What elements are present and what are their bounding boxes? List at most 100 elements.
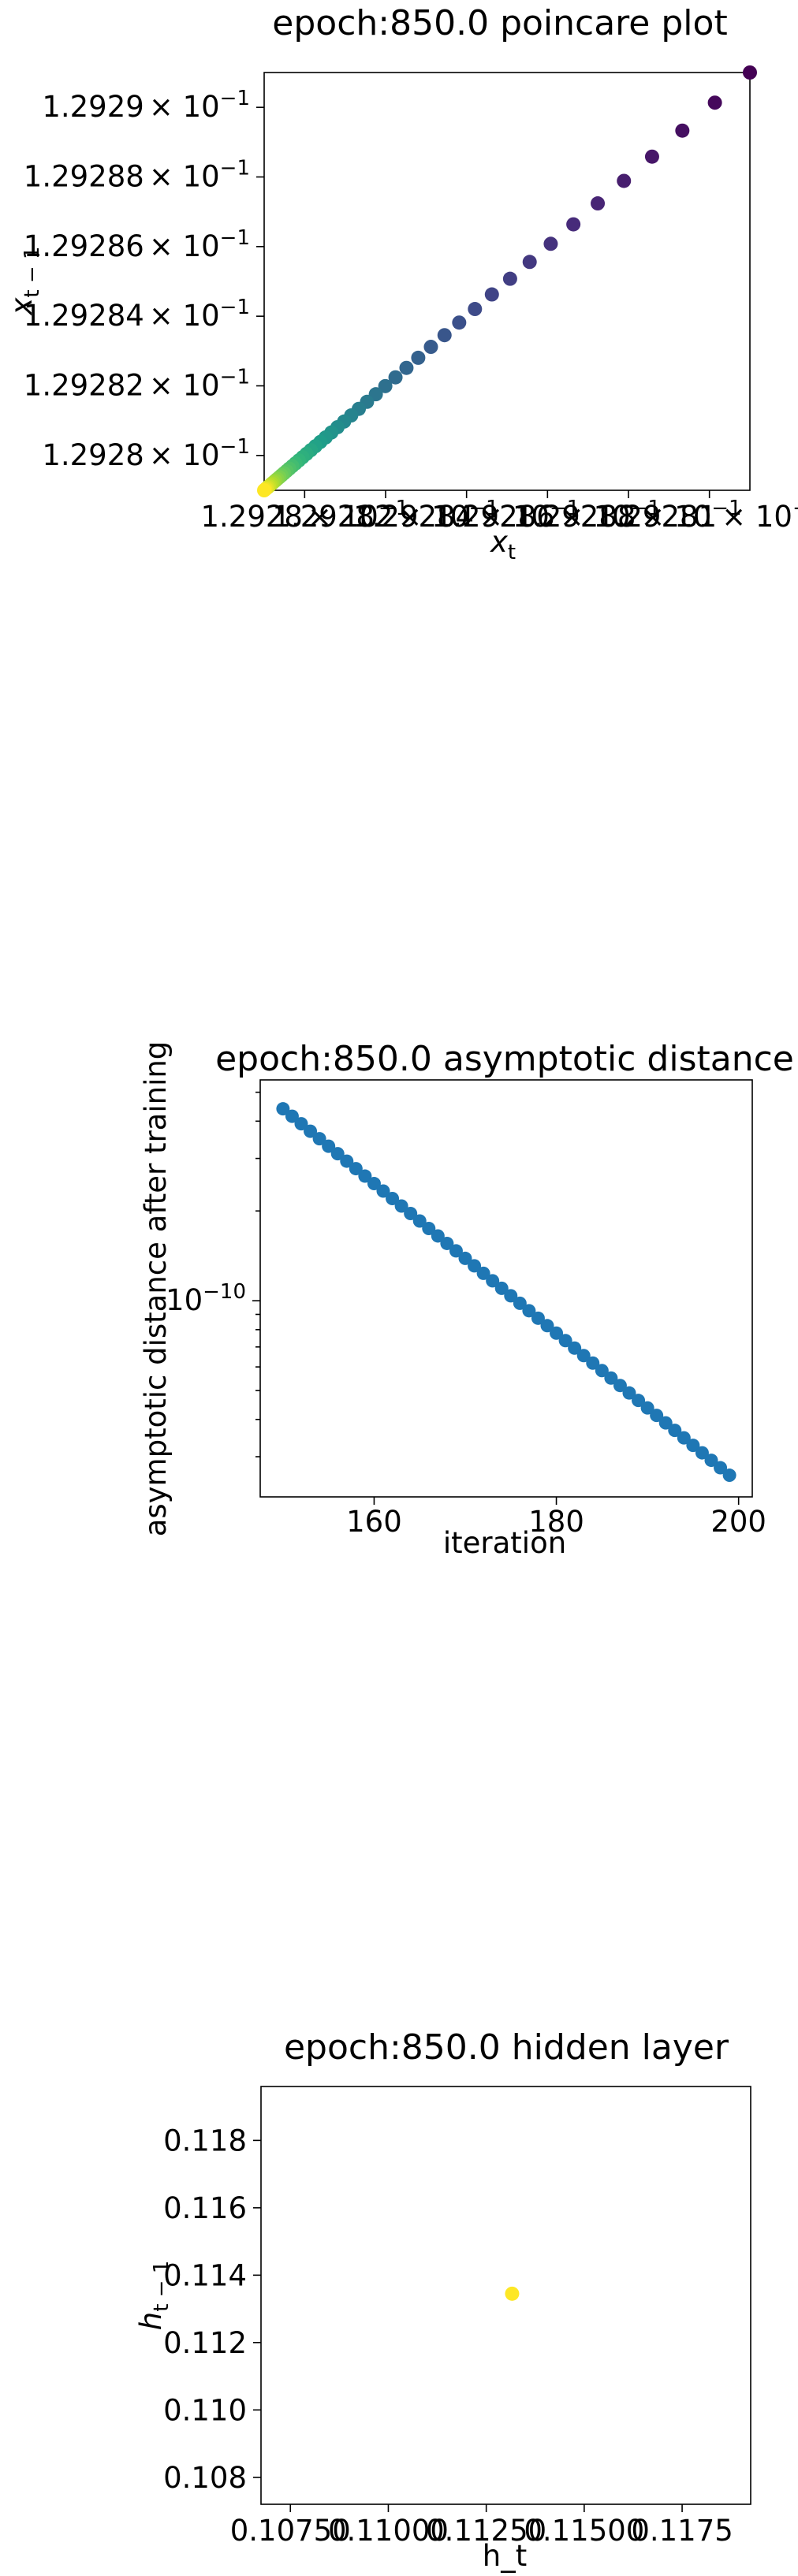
x-tick-label: 0.11500 (524, 2514, 644, 2548)
data-point (650, 1409, 664, 1423)
data-point (617, 173, 632, 188)
data-point (304, 1124, 318, 1138)
data-point (386, 1192, 400, 1206)
data-point (322, 1139, 336, 1153)
data-point (388, 370, 403, 385)
data-point (513, 1296, 527, 1310)
svg-text:xt: xt (490, 525, 516, 564)
x-axis-label: iteration (443, 1526, 566, 1560)
data-point (257, 483, 271, 497)
data-point (707, 95, 722, 110)
y-tick-label: 0.114 (163, 2258, 247, 2292)
data-point (613, 1379, 627, 1393)
chart-title: epoch:850.0 poincare plot (272, 3, 727, 43)
data-point (640, 1401, 654, 1415)
x-tick-label: 0.11000 (328, 2514, 449, 2548)
poincare-chart: epoch:850.0 poincare plot xt xt − 1 1.29… (5, 3, 798, 564)
data-point (484, 287, 499, 302)
data-point (704, 1454, 718, 1468)
data-point (591, 196, 606, 211)
data-point (675, 123, 690, 138)
data-point (686, 1439, 700, 1453)
x-tick-label: 0.1175 (631, 2514, 733, 2548)
plot-frame (263, 72, 751, 491)
y-tick-label: 0.116 (163, 2191, 247, 2225)
data-point (568, 1341, 582, 1355)
plot-frame (259, 1079, 753, 1498)
data-point (437, 328, 452, 343)
y-axis-label: ht − 1 (134, 2261, 173, 2331)
y-tick-label: 0.112 (163, 2326, 247, 2360)
data-point (658, 1416, 673, 1430)
y-tick-label: 0.110 (163, 2393, 247, 2427)
data-point (449, 1244, 463, 1258)
data-point (505, 2286, 520, 2301)
data-point (422, 1221, 436, 1235)
data-point (522, 255, 537, 270)
x-tick-label: 1.29281× 10−1 (596, 497, 798, 534)
y-axis-label: asymptotic distance after training (139, 1041, 173, 1537)
data-point (540, 1319, 554, 1333)
data-point (595, 1364, 609, 1378)
data-point (522, 1304, 536, 1318)
data-point (494, 1281, 509, 1295)
data-point (468, 302, 483, 317)
y-tick-label: 1.29288 × 10−1 (24, 157, 250, 194)
data-point (431, 1229, 445, 1243)
y-tick-label: 1.2928 × 10−1 (42, 435, 250, 472)
data-point (550, 1326, 564, 1340)
x-tick-label: 1.2928 × 10−1 (201, 497, 409, 534)
data-point (399, 360, 414, 375)
data-point (566, 217, 581, 232)
data-point (452, 315, 467, 330)
data-point (458, 1251, 472, 1265)
y-tick-label: 1.29284 × 10−1 (24, 296, 250, 333)
data-point (695, 1446, 709, 1460)
asymptotic-distance-chart: epoch:850.0 asymptotic distance iteratio… (139, 1039, 794, 1560)
data-point (531, 1311, 545, 1325)
data-point (285, 1109, 299, 1123)
data-point (349, 1162, 363, 1176)
hidden-layer-chart: epoch:850.0 hidden layer h_t ht − 1 0.10… (134, 2027, 751, 2573)
data-point (644, 149, 659, 164)
y-tick-label: 1.29286 × 10−1 (24, 226, 250, 263)
chart-title: epoch:850.0 asymptotic distance (215, 1039, 794, 1079)
data-point (632, 1394, 646, 1408)
x-axis-label: xt (490, 525, 516, 564)
data-point (378, 378, 393, 393)
data-point (423, 340, 438, 355)
data-point (394, 1199, 408, 1213)
data-point (502, 271, 517, 286)
data-point (586, 1356, 600, 1370)
data-point (743, 65, 757, 80)
data-point (558, 1334, 572, 1348)
x-tick-label: 0.10750 (230, 2514, 351, 2548)
data-point (367, 1177, 381, 1191)
y-axis-label: xt − 1 (5, 247, 44, 316)
svg-text:ht − 1: ht − 1 (134, 2261, 173, 2331)
plot-frame (260, 2086, 751, 2505)
data-point (668, 1424, 682, 1438)
x-tick-label: 1.29282 × 10−1 (272, 497, 498, 534)
data-point (276, 1102, 290, 1116)
data-point (411, 350, 426, 365)
data-point (330, 1147, 345, 1161)
y-tick-label: 0.118 (163, 2124, 247, 2157)
x-tick-label: 1.29288 × 10−1 (515, 497, 741, 534)
y-tick-label: 1.29282 × 10−1 (24, 366, 250, 403)
data-point (404, 1206, 418, 1220)
data-point (476, 1266, 490, 1280)
data-point (486, 1274, 500, 1288)
data-point (722, 1469, 736, 1483)
y-tick-label: 1.2929 × 10−1 (42, 87, 250, 124)
data-point (504, 1289, 518, 1303)
x-tick-label: 160 (346, 1505, 402, 1539)
data-point (604, 1371, 618, 1385)
x-tick-label: 0.11250 (426, 2514, 546, 2548)
data-point (412, 1214, 427, 1228)
x-tick-label: 1.29284 × 10−1 (353, 497, 580, 534)
data-point (440, 1236, 454, 1250)
data-point (358, 1169, 372, 1183)
x-axis-label: h_t (483, 2539, 527, 2573)
svg-text:xt − 1: xt − 1 (5, 247, 44, 316)
